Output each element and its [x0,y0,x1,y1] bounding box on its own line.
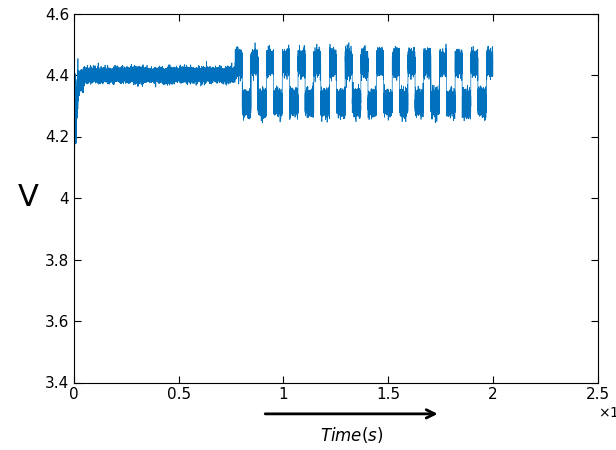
Y-axis label: V: V [18,184,38,212]
Text: $\times 10^5$: $\times 10^5$ [598,403,616,421]
Text: $\mathit{Time(s)}$: $\mathit{Time(s)}$ [320,425,383,445]
